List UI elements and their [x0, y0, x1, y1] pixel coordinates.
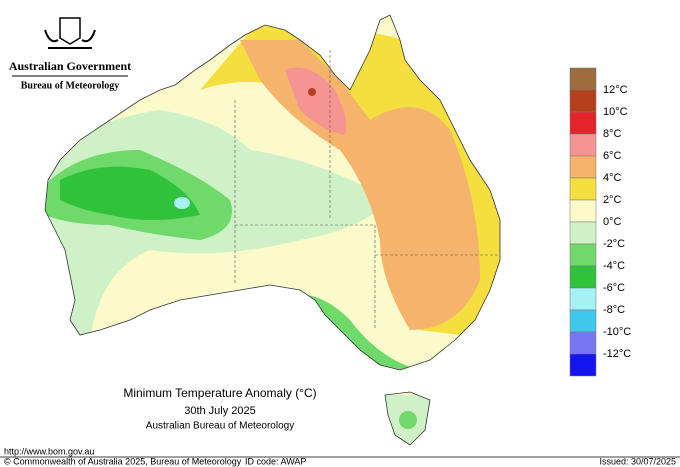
legend-swatch — [569, 243, 597, 267]
legend-label: -2°C — [603, 238, 625, 250]
legend-swatch — [569, 331, 597, 355]
legend-swatch — [569, 133, 597, 157]
footer-url: http://www.bom.gov.au — [4, 446, 94, 456]
legend-label: -12°C — [603, 348, 631, 360]
map-source: Australian Bureau of Meteorology — [146, 421, 294, 432]
legend-swatch — [569, 67, 597, 91]
footer-issued: Issued: 30/07/2025 — [599, 456, 676, 466]
legend-swatch — [569, 265, 597, 289]
coastline — [44, 14, 501, 446]
legend: 12°C 10°C 8°C 6°C 4°C 2°C 0°C -2°C -4°C -6°C -8°C -… — [569, 67, 631, 377]
legend-swatch — [569, 111, 597, 135]
legend-label: 12°C — [603, 84, 628, 96]
legend-label: 0°C — [603, 216, 622, 228]
legend-swatch — [569, 353, 597, 377]
legend-label: 6°C — [603, 150, 622, 162]
legend-swatch — [569, 199, 597, 223]
legend-label: -8°C — [603, 304, 625, 316]
government: Australian Government — [9, 59, 131, 73]
legend-label: 8°C — [603, 128, 622, 140]
legend-swatch — [569, 177, 597, 201]
map-date: 30th July 2025 — [184, 405, 256, 417]
legend-label: 10°C — [603, 106, 628, 118]
legend-swatch — [569, 221, 597, 245]
state-borders — [234, 50, 500, 330]
footer-id: ID code: AWAP — [245, 456, 306, 466]
footer-copyright: © Commonwealth of Australia 2025, Bureau… — [4, 456, 242, 466]
legend-swatch — [569, 89, 597, 113]
legend-label: -4°C — [603, 260, 625, 272]
legend-swatch — [569, 155, 597, 179]
map-title: Minimum Temperature Anomaly (°C) — [123, 386, 316, 400]
legend-swatch — [569, 287, 597, 311]
legend-label: -6°C — [603, 282, 625, 294]
legend-swatch — [569, 309, 597, 333]
legend-label: 4°C — [603, 172, 622, 184]
legend-label: 2°C — [603, 194, 622, 206]
logo: Australian Government Bureau of Meteorol… — [9, 17, 131, 91]
bureau: Bureau of Meteorology — [21, 80, 120, 91]
legend-label: -10°C — [603, 326, 631, 338]
